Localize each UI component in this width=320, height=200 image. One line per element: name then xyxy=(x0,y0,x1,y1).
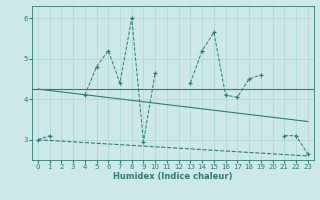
X-axis label: Humidex (Indice chaleur): Humidex (Indice chaleur) xyxy=(113,172,233,181)
